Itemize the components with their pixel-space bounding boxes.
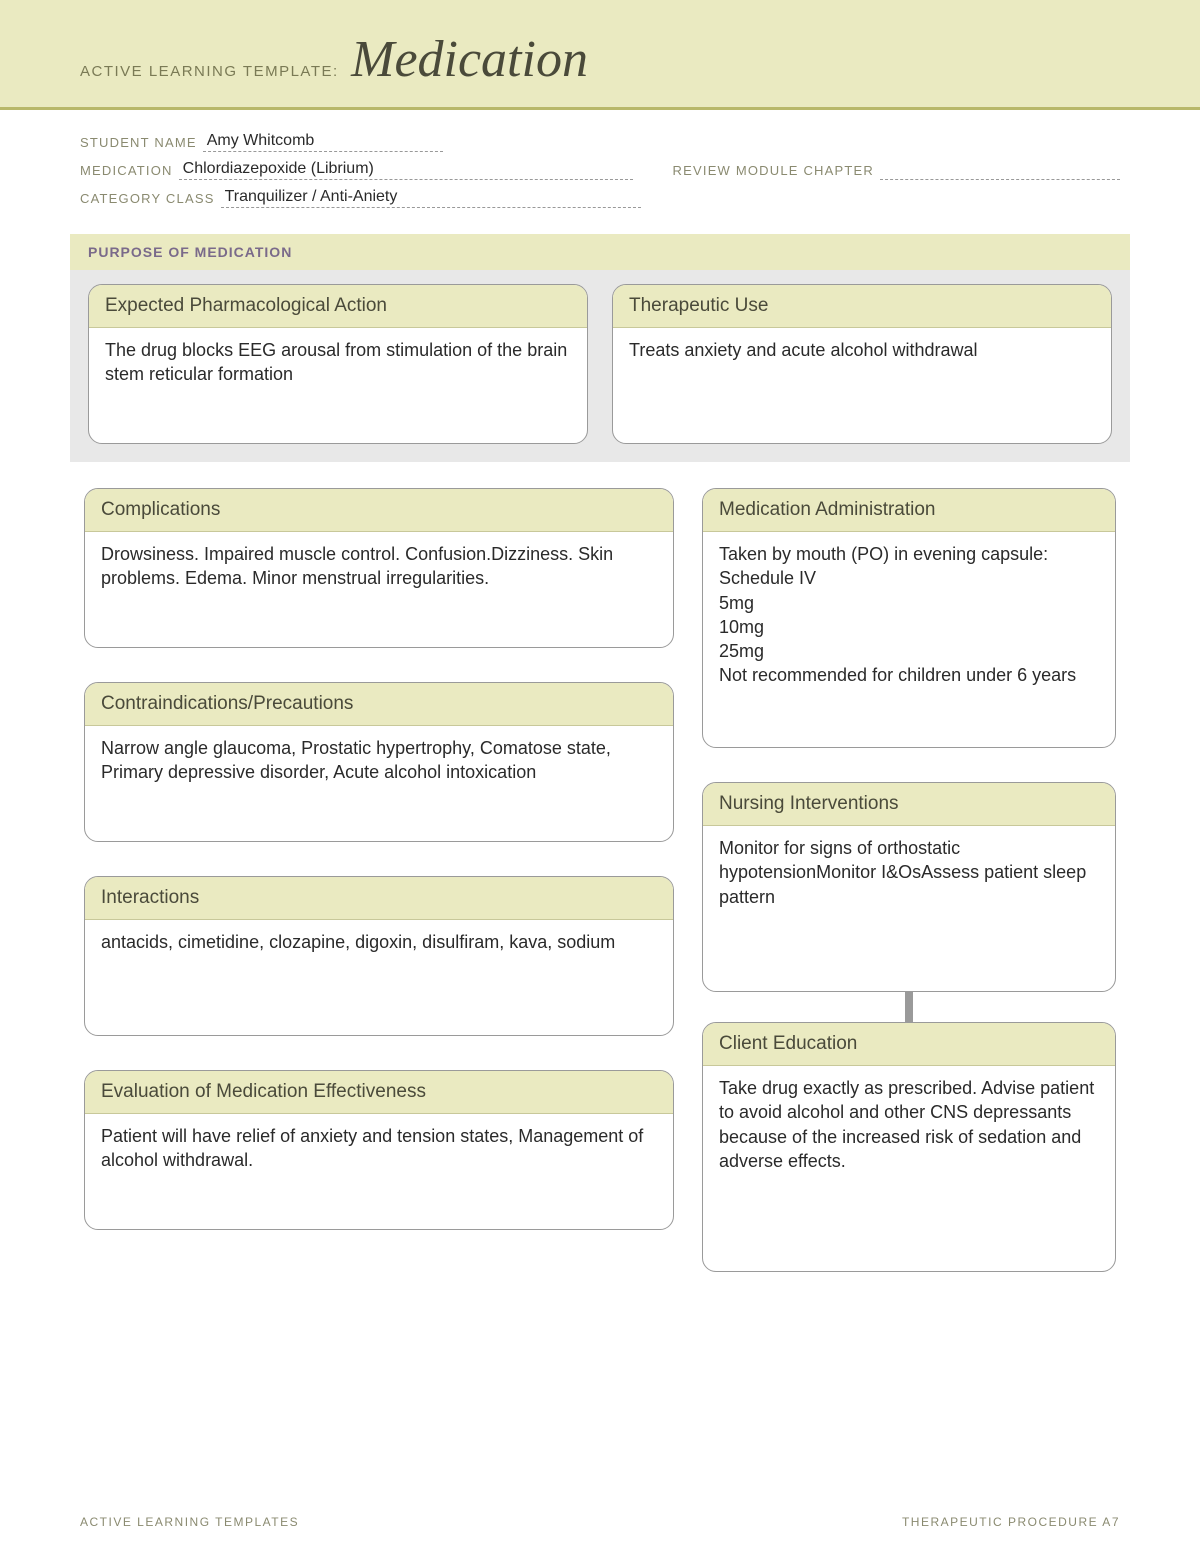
card-header: Nursing Interventions bbox=[703, 783, 1115, 826]
medication-value: Chlordiazepoxide (Librium) bbox=[179, 160, 633, 180]
page: ACTIVE LEARNING TEMPLATE: Medication STU… bbox=[0, 0, 1200, 1553]
right-column: Medication Administration Taken by mouth… bbox=[702, 488, 1116, 1272]
card-header: Interactions bbox=[85, 877, 673, 920]
card-header: Evaluation of Medication Effectiveness bbox=[85, 1071, 673, 1114]
connector-line bbox=[905, 992, 913, 1022]
card-body: Patient will have relief of anxiety and … bbox=[85, 1114, 673, 1187]
purpose-section-title: PURPOSE OF MEDICATION bbox=[70, 234, 1130, 270]
card-body: Drowsiness. Impaired muscle control. Con… bbox=[85, 532, 673, 605]
card-header: Complications bbox=[85, 489, 673, 532]
purpose-section: PURPOSE OF MEDICATION Expected Pharmacol… bbox=[70, 234, 1130, 462]
card-interactions: Interactions antacids, cimetidine, cloza… bbox=[84, 876, 674, 1036]
category-value: Tranquilizer / Anti-Aniety bbox=[221, 188, 641, 208]
purpose-cards: Expected Pharmacological Action The drug… bbox=[70, 270, 1130, 444]
card-therapeutic-use: Therapeutic Use Treats anxiety and acute… bbox=[612, 284, 1112, 444]
info-row-medication: MEDICATION Chlordiazepoxide (Librium) RE… bbox=[80, 160, 1120, 180]
card-header: Expected Pharmacological Action bbox=[89, 285, 587, 328]
footer-right: THERAPEUTIC PROCEDURE A7 bbox=[902, 1515, 1120, 1529]
card-body: Taken by mouth (PO) in evening capsule: … bbox=[703, 532, 1115, 702]
card-header: Therapeutic Use bbox=[613, 285, 1111, 328]
content-grid: Complications Drowsiness. Impaired muscl… bbox=[0, 462, 1200, 1272]
review-label: REVIEW MODULE CHAPTER bbox=[673, 163, 874, 180]
card-nursing: Nursing Interventions Monitor for signs … bbox=[702, 782, 1116, 992]
card-client-education: Client Education Take drug exactly as pr… bbox=[702, 1022, 1116, 1272]
medication-label: MEDICATION bbox=[80, 163, 173, 180]
footer: ACTIVE LEARNING TEMPLATES THERAPEUTIC PR… bbox=[80, 1515, 1120, 1529]
card-header: Contraindications/Precautions bbox=[85, 683, 673, 726]
student-name-label: STUDENT NAME bbox=[80, 135, 197, 152]
review-value bbox=[880, 178, 1120, 180]
card-complications: Complications Drowsiness. Impaired muscl… bbox=[84, 488, 674, 648]
card-body: Treats anxiety and acute alcohol withdra… bbox=[613, 328, 1111, 376]
card-header: Client Education bbox=[703, 1023, 1115, 1066]
card-header: Medication Administration bbox=[703, 489, 1115, 532]
card-expected-action: Expected Pharmacological Action The drug… bbox=[88, 284, 588, 444]
card-evaluation: Evaluation of Medication Effectiveness P… bbox=[84, 1070, 674, 1230]
banner: ACTIVE LEARNING TEMPLATE: Medication bbox=[0, 0, 1200, 110]
card-body: Narrow angle glaucoma, Prostatic hypertr… bbox=[85, 726, 673, 799]
info-row-category: CATEGORY CLASS Tranquilizer / Anti-Aniet… bbox=[80, 188, 1120, 208]
student-name-value: Amy Whitcomb bbox=[203, 132, 443, 152]
footer-left: ACTIVE LEARNING TEMPLATES bbox=[80, 1515, 299, 1529]
card-body: antacids, cimetidine, clozapine, digoxin… bbox=[85, 920, 673, 968]
banner-title: Medication bbox=[351, 30, 588, 89]
banner-prefix: ACTIVE LEARNING TEMPLATE: bbox=[80, 63, 339, 80]
left-column: Complications Drowsiness. Impaired muscl… bbox=[84, 488, 674, 1272]
card-administration: Medication Administration Taken by mouth… bbox=[702, 488, 1116, 748]
card-body: The drug blocks EEG arousal from stimula… bbox=[89, 328, 587, 401]
info-section: STUDENT NAME Amy Whitcomb MEDICATION Chl… bbox=[0, 110, 1200, 234]
card-contraindications: Contraindications/Precautions Narrow ang… bbox=[84, 682, 674, 842]
info-row-student: STUDENT NAME Amy Whitcomb bbox=[80, 132, 1120, 152]
card-body: Monitor for signs of orthostatic hypoten… bbox=[703, 826, 1115, 923]
category-label: CATEGORY CLASS bbox=[80, 191, 215, 208]
card-body: Take drug exactly as prescribed. Advise … bbox=[703, 1066, 1115, 1187]
